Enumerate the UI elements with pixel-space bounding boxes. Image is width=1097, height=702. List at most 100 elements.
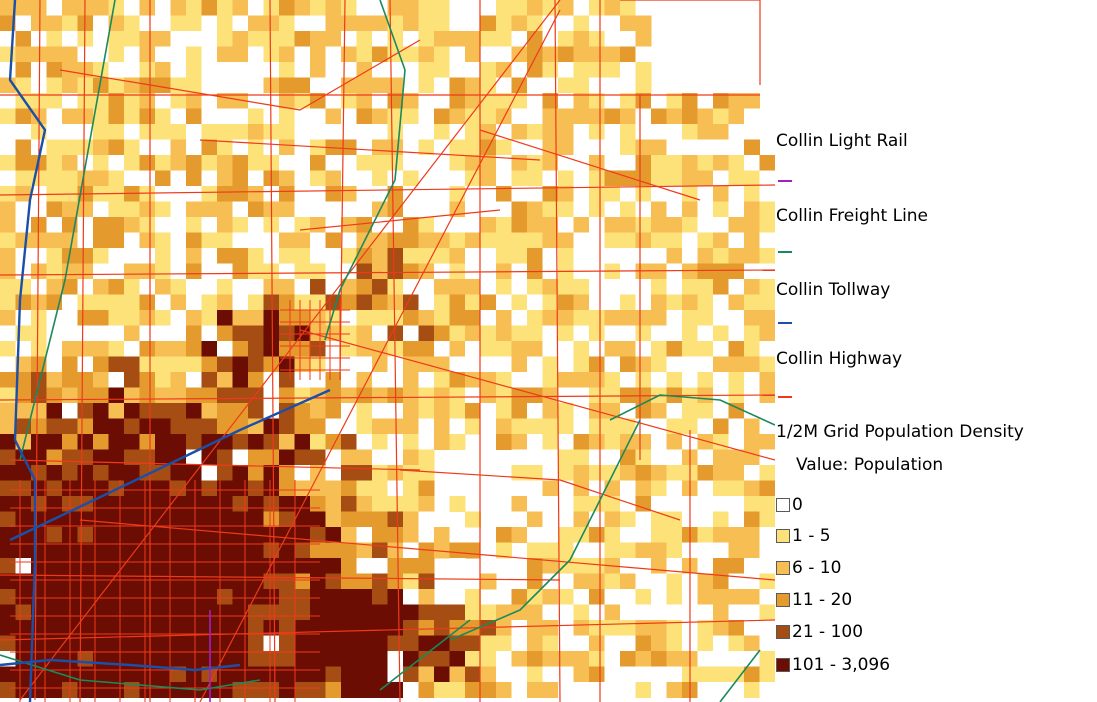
grid-cell [527,310,543,326]
grid-cell [666,496,683,512]
grid-cell [728,372,745,388]
grid-cell [356,77,373,94]
grid-cell [403,46,419,63]
grid-cell [31,434,47,450]
grid-cell [108,527,125,543]
grid-cell [310,341,326,357]
grid-cell [480,480,497,497]
grid-cell [201,527,218,543]
grid-cell [604,589,621,605]
grid-cell [542,682,559,698]
grid-cell [232,62,249,78]
grid-cell [232,93,249,109]
grid-cell [294,108,311,125]
grid-cell [744,232,760,249]
grid-cell [108,682,125,698]
grid-cell [480,666,497,683]
grid-cell [620,635,636,652]
grid-cell [201,155,218,171]
grid-cell [387,248,404,264]
grid-cell [542,62,559,78]
grid-cell [356,387,373,404]
grid-cell [294,527,311,543]
grid-cell [635,15,652,32]
grid-cell [651,527,667,543]
grid-cell [620,558,636,574]
grid-cell [31,263,47,280]
grid-cell [217,418,233,435]
grid-cell [108,310,125,326]
grid-cell [325,155,342,171]
grid-cell [589,356,605,373]
grid-cell [217,496,233,512]
grid-cell [728,403,745,419]
grid-cell [558,449,574,466]
grid-cell [651,558,667,574]
grid-cell [124,356,140,373]
grid-cell [217,449,233,466]
grid-cell [573,372,590,388]
grid-cell [356,108,373,125]
grid-cell [356,372,373,388]
grid-cell [527,682,543,698]
grid-cell [759,589,775,605]
grid-cell [310,449,326,466]
grid-cell [434,0,450,16]
grid-cell [201,201,218,218]
grid-cell [449,310,466,326]
grid-cell [93,449,109,466]
grid-cell [496,217,512,233]
grid-cell [589,387,605,404]
grid-cell [604,418,621,435]
grid-cell [310,186,326,202]
grid-cell [744,573,760,590]
grid-cell [728,294,745,311]
grid-cell [15,155,32,171]
grid-cell [46,620,63,636]
grid-cell [573,651,590,667]
grid-cell [573,418,590,435]
grid-cell [744,434,760,450]
grid-cell [635,139,652,156]
grid-cell [480,418,497,435]
grid-cell [170,31,187,47]
grid-cell [263,62,280,78]
grid-cell [325,449,342,466]
grid-cell [635,310,652,326]
grid-cell [573,232,590,249]
grid-cell [279,186,295,202]
grid-cell [620,294,636,311]
grid-cell [294,77,311,94]
grid-cell [77,248,94,264]
grid-cell [0,248,16,264]
grid-cell [356,93,373,109]
grid-cell [573,310,590,326]
grid-cell [573,325,590,342]
grid-cell [434,46,450,63]
grid-cell [15,15,32,32]
grid-cell [139,666,156,683]
grid-cell [465,356,481,373]
grid-cell [186,527,202,543]
grid-cell [713,682,729,698]
legend-class-row: 1 - 5 [776,526,831,546]
grid-cell [46,651,63,667]
grid-cell [0,62,16,78]
grid-cell [697,155,714,171]
population-density-map[interactable] [0,0,775,702]
grid-cell [325,635,342,652]
legend-tollway-label: Collin Tollway [776,280,891,300]
grid-cell [186,263,202,280]
grid-cell [542,93,559,109]
grid-cell [713,232,729,249]
grid-cell [744,418,760,435]
grid-cell [558,186,574,202]
grid-cell [651,620,667,636]
grid-cell [527,108,543,125]
grid-cell [310,46,326,63]
grid-cell [403,201,419,218]
grid-cell [93,217,109,233]
grid-cell [263,108,280,125]
grid-cell [527,356,543,373]
grid-cell [325,124,342,140]
